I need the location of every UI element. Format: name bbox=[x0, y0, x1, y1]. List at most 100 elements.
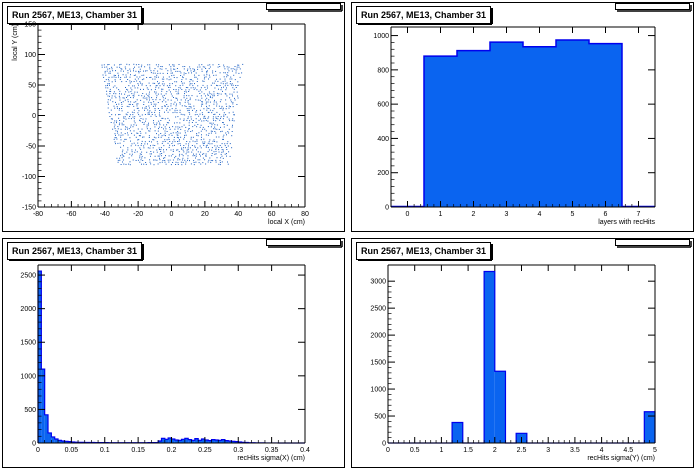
scatter-point bbox=[123, 163, 125, 165]
scatter-point bbox=[191, 95, 193, 97]
scatter-point bbox=[133, 70, 134, 72]
scatter-point bbox=[128, 163, 130, 165]
scatter-point bbox=[137, 87, 139, 89]
scatter-point bbox=[117, 142, 119, 144]
scatter-point bbox=[132, 104, 134, 105]
y-tick-label: 100 bbox=[24, 52, 36, 59]
scatter-point bbox=[233, 114, 235, 116]
y-tick-label: 600 bbox=[377, 102, 389, 109]
scatter-point bbox=[151, 114, 153, 115]
scatter-point bbox=[170, 103, 172, 105]
scatter-point bbox=[209, 101, 211, 103]
histogram-bar bbox=[228, 440, 232, 443]
scatter-point bbox=[224, 143, 226, 145]
scatter-point bbox=[143, 122, 145, 124]
scatter-point bbox=[227, 145, 229, 147]
scatter-point bbox=[139, 119, 140, 121]
scatter-point bbox=[228, 151, 230, 153]
scatter-point bbox=[242, 63, 244, 65]
scatter-point bbox=[199, 153, 201, 155]
scatter-point bbox=[185, 134, 187, 136]
scatter-point bbox=[172, 126, 174, 128]
scatter-point bbox=[227, 72, 229, 74]
scatter-point bbox=[155, 85, 157, 87]
scatter-point bbox=[159, 159, 161, 161]
scatter-point bbox=[137, 139, 139, 141]
scatter-point bbox=[199, 99, 201, 101]
scatter-point bbox=[114, 79, 116, 81]
scatter-point bbox=[146, 87, 148, 89]
scatter-point bbox=[113, 138, 115, 140]
scatter-point bbox=[158, 126, 160, 128]
scatter-point bbox=[190, 163, 192, 165]
scatter-point bbox=[197, 66, 199, 68]
scatter-point bbox=[147, 112, 149, 114]
scatter-point bbox=[221, 143, 223, 145]
scatter-point bbox=[197, 151, 199, 153]
scatter-point bbox=[228, 132, 230, 134]
scatter-point bbox=[131, 149, 133, 151]
scatter-point bbox=[166, 85, 168, 87]
scatter-point bbox=[183, 118, 185, 120]
scatter-point bbox=[227, 161, 228, 163]
scatter-point bbox=[120, 164, 122, 165]
scatter-point bbox=[189, 84, 191, 86]
scatter-point bbox=[114, 120, 116, 122]
scatter-point bbox=[218, 151, 220, 153]
scatter-point bbox=[142, 93, 144, 94]
scatter-point bbox=[183, 124, 185, 126]
scatter-point bbox=[149, 99, 150, 101]
scatter-point bbox=[225, 114, 227, 116]
scatter-point bbox=[190, 106, 192, 108]
scatter-point bbox=[150, 89, 152, 91]
scatter-point bbox=[105, 79, 107, 81]
scatter-point bbox=[129, 103, 131, 105]
scatter-point bbox=[172, 132, 174, 134]
x-tick-label: -60 bbox=[66, 211, 76, 218]
scatter-point bbox=[201, 97, 203, 99]
scatter-point bbox=[190, 70, 192, 72]
scatter-point bbox=[237, 95, 239, 97]
scatter-point bbox=[140, 144, 142, 146]
scatter-point bbox=[221, 146, 223, 148]
scatter-point bbox=[109, 99, 111, 101]
scatter-point bbox=[161, 153, 163, 154]
y-tick-label: 1000 bbox=[370, 387, 386, 394]
scatter-point bbox=[194, 145, 196, 147]
scatter-point bbox=[146, 99, 148, 101]
scatter-point bbox=[113, 76, 115, 78]
scatter-point bbox=[167, 72, 168, 74]
scatter-point bbox=[156, 122, 158, 124]
histogram-bar bbox=[221, 439, 225, 443]
scatter-point bbox=[115, 97, 117, 99]
scatter-point bbox=[203, 78, 205, 80]
scatter-point bbox=[139, 76, 141, 78]
scatter-point bbox=[135, 101, 137, 103]
scatter-point bbox=[176, 93, 178, 95]
scatter-point bbox=[178, 137, 179, 139]
scatter-point bbox=[186, 151, 188, 153]
scatter-point bbox=[237, 64, 239, 66]
scatter-point bbox=[181, 89, 183, 90]
scatter-point bbox=[165, 101, 167, 103]
scatter-point bbox=[130, 145, 132, 147]
scatter-point bbox=[186, 141, 188, 142]
histogram-outline bbox=[391, 39, 655, 208]
scatter-point bbox=[231, 70, 233, 72]
scatter-point bbox=[165, 163, 167, 165]
scatter-point bbox=[206, 85, 208, 87]
scatter-point bbox=[166, 78, 168, 80]
scatter-point bbox=[109, 95, 110, 97]
scatter-point bbox=[210, 126, 212, 128]
scatter-point bbox=[153, 136, 155, 138]
scatter-point bbox=[163, 99, 165, 101]
scatter-point bbox=[208, 108, 210, 109]
scatter-point bbox=[152, 144, 154, 146]
scatter-point bbox=[214, 99, 215, 101]
scatter-point bbox=[215, 101, 217, 103]
scatter-point bbox=[222, 122, 224, 123]
scatter-point bbox=[153, 122, 155, 124]
scatter-point bbox=[201, 91, 203, 93]
scatter-point bbox=[226, 66, 228, 68]
scatter-point bbox=[164, 130, 166, 132]
